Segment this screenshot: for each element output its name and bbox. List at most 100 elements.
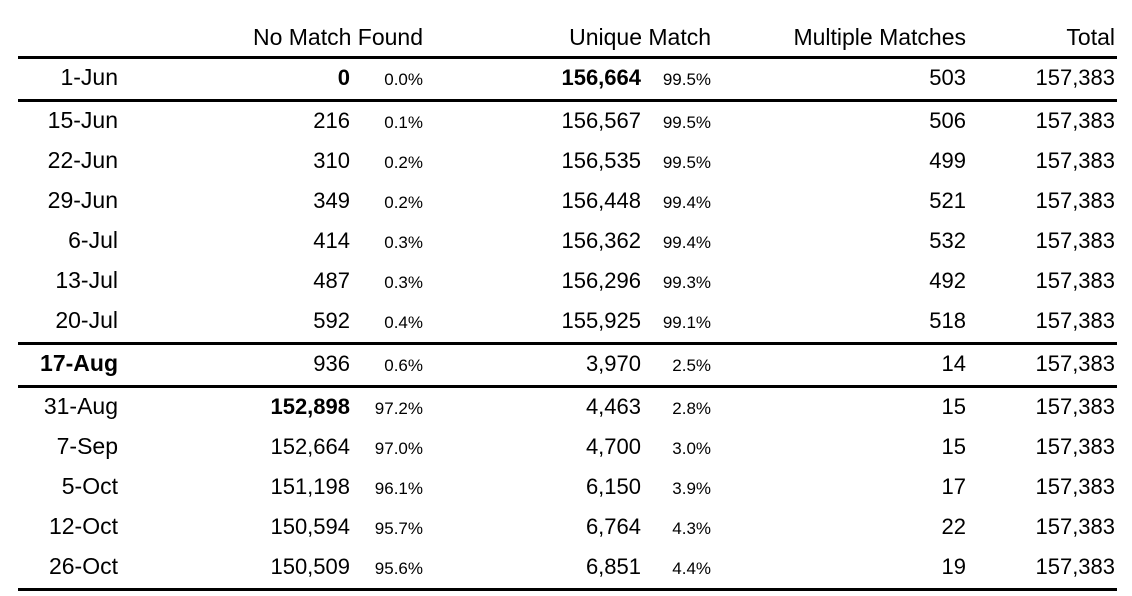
total-header: Total: [968, 0, 1118, 59]
multiple-matches-cell: 14: [713, 343, 969, 388]
no-match-pct-cell: 96.1%: [374, 479, 423, 498]
total-cell: 157,383: [1035, 394, 1116, 419]
no-match-pct-cell: 95.7%: [374, 519, 423, 538]
unique-pct-cell: 99.3%: [662, 273, 712, 292]
table-row: 26-Oct 150,509 95.6% 6,851 4.4% 19 157,383: [18, 548, 1118, 591]
no-match-count-cell: 150,512: [120, 589, 352, 596]
total-cell: 157,383: [968, 57, 1118, 102]
table-row: 5-Oct 151,198 96.1% 6,150 3.9% 17 157,383: [18, 468, 1117, 508]
no-match-count-cell: 150,594: [270, 514, 350, 539]
total-cell: 157,383: [1035, 434, 1116, 459]
unique-count-cell: 4,463: [585, 394, 641, 419]
no-match-count-cell: 0: [120, 57, 352, 102]
unique-count-cell: 155,925: [425, 302, 643, 345]
unique-match-header: Unique Match: [425, 0, 714, 59]
no-match-count-cell: 414: [313, 228, 350, 253]
total-cell: 157,383: [1035, 268, 1116, 293]
total-cell: 157,383: [1035, 474, 1116, 499]
unique-count-cell: 6,764: [585, 514, 641, 539]
unique-pct-cell: 4.4%: [643, 548, 714, 591]
multiple-matches-cell: 492: [929, 268, 967, 293]
table-row: 6-Jul 414 0.3% 156,362 99.4% 532 157,383: [18, 222, 1117, 262]
multiple-matches-header: Multiple Matches: [713, 0, 969, 59]
unique-pct-cell: 99.4%: [662, 233, 712, 252]
date-cell: 2-Nov: [18, 589, 120, 596]
no-match-count-cell: 216: [313, 108, 350, 133]
no-match-pct-cell: 0.6%: [352, 343, 425, 388]
date-cell: 5-Oct: [61, 473, 118, 499]
no-match-found-header: No Match Found: [120, 0, 425, 59]
table-row: 15-Jun 216 0.1% 156,567 99.5% 506 157,383: [18, 101, 1117, 143]
no-match-count-cell: 349: [313, 188, 350, 213]
unique-count-cell: 3,970: [425, 343, 643, 388]
header-row: No Match Found Unique Match Multiple Mat…: [18, 0, 1118, 59]
total-cell: 157,383: [968, 548, 1118, 591]
table-row: 31-Aug 152,898 97.2% 4,463 2.8% 15 157,383: [18, 387, 1117, 429]
table-body: 1-Jun 0 0.0% 156,664 99.5% 503 157,383 15-Jun 21…: [18, 57, 1118, 596]
unique-count-cell: 156,535: [561, 148, 641, 173]
multiple-matches-cell: 532: [929, 228, 967, 253]
unique-pct-cell: 99.5%: [643, 57, 714, 102]
multiple-matches-cell: 15: [941, 434, 967, 459]
no-match-count-cell: 310: [313, 148, 350, 173]
multiple-matches-cell: 503: [713, 57, 969, 102]
no-match-count-cell: 151,198: [270, 474, 350, 499]
unique-pct-cell: 4.3%: [672, 519, 712, 538]
table-row: 1-Jun 0 0.0% 156,664 99.5% 503 157,383: [18, 57, 1118, 102]
unique-count-cell: 156,296: [561, 268, 641, 293]
date-cell: 20-Jul: [18, 302, 120, 345]
no-match-pct-cell: 0.2%: [384, 153, 423, 172]
no-match-pct-cell: 97.2%: [374, 399, 423, 418]
multiple-matches-cell: 518: [713, 302, 969, 345]
multiple-matches-cell: 499: [929, 148, 967, 173]
unique-pct-cell: 3.0%: [672, 439, 712, 458]
table-row: 29-Jun 349 0.2% 156,448 99.4% 521 157,383: [18, 182, 1117, 222]
no-match-count-cell: 487: [313, 268, 350, 293]
no-match-pct-cell: 0.2%: [384, 193, 423, 212]
match-results-table: No Match Found Unique Match Multiple Mat…: [18, 0, 1118, 596]
date-cell: 17-Aug: [18, 343, 120, 388]
table-row: 17-Aug 936 0.6% 3,970 2.5% 14 157,383: [18, 343, 1118, 388]
unique-pct-cell: 99.5%: [662, 113, 712, 132]
date-cell: 7-Sep: [56, 433, 118, 459]
unique-count-cell: 4,700: [585, 434, 641, 459]
multiple-matches-cell: 521: [929, 188, 967, 213]
multiple-matches-cell: 22: [941, 514, 967, 539]
unique-count-cell: 156,567: [561, 108, 641, 133]
total-cell: 157,383: [1035, 148, 1116, 173]
unique-count-cell: 156,664: [425, 57, 643, 102]
no-match-count-cell: 150,509: [120, 548, 352, 591]
no-match-count-cell: 936: [120, 343, 352, 388]
no-match-pct-cell: 0.1%: [384, 113, 423, 132]
date-column-header: [18, 0, 120, 59]
total-cell: 157,383: [1035, 188, 1116, 213]
unique-pct-cell: 99.1%: [643, 302, 714, 345]
unique-pct-cell: 99.4%: [662, 193, 712, 212]
date-cell: 22-Jun: [47, 147, 118, 173]
no-match-count-cell: 592: [120, 302, 352, 345]
date-cell: 15-Jun: [47, 107, 118, 133]
date-cell: 13-Jul: [55, 267, 118, 293]
no-match-pct-cell: 95.6%: [352, 589, 425, 596]
unique-count-cell: 156,448: [561, 188, 641, 213]
date-cell: 31-Aug: [43, 393, 118, 419]
table-row: 7-Sep 152,664 97.0% 4,700 3.0% 15 157,383: [18, 428, 1117, 468]
table-row: 22-Jun 310 0.2% 156,535 99.5% 499 157,383: [18, 142, 1117, 182]
multiple-matches-cell: 19: [713, 548, 969, 591]
no-match-count-cell: 152,664: [270, 434, 350, 459]
multiple-matches-cell: 17: [941, 474, 967, 499]
no-match-pct-cell: 0.0%: [352, 57, 425, 102]
date-cell: 6-Jul: [68, 227, 118, 253]
no-match-pct-cell: 0.3%: [384, 233, 423, 252]
table-row: 12-Oct 150,594 95.7% 6,764 4.3% 22 157,383: [18, 508, 1117, 548]
multiple-matches-cell: 18: [713, 589, 969, 596]
unique-count-cell: 6,150: [585, 474, 641, 499]
no-match-pct-cell: 95.6%: [352, 548, 425, 591]
unique-count-cell: 156,362: [561, 228, 641, 253]
table-row: 13-Jul 487 0.3% 156,296 99.3% 492 157,383: [18, 262, 1117, 302]
multiple-matches-cell: 506: [929, 108, 967, 133]
unique-pct-cell: 2.5%: [643, 343, 714, 388]
total-cell: 157,383: [1035, 228, 1116, 253]
total-cell: 157,383: [1035, 514, 1116, 539]
